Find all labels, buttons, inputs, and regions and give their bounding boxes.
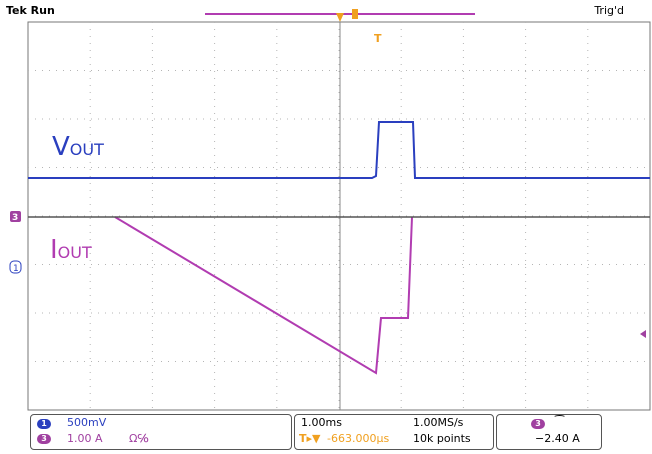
time-scale[interactable]: 1.00ms (301, 416, 342, 429)
trigger-position-icon: T▸▼ (299, 432, 321, 445)
rising-edge-icon: ⁀ (555, 415, 565, 428)
trigger-marker-icon: T (374, 32, 382, 45)
channel-settings-panel[interactable]: 1 500mV 3 1.00 A Ω℅ (30, 414, 292, 450)
ch1-ground-marker[interactable] (9, 260, 22, 274)
ch1-scale[interactable]: 500mV (67, 416, 107, 429)
record-length: 10k points (413, 432, 471, 445)
ch1-vout-trace (28, 121, 650, 179)
record-view-marker[interactable] (352, 9, 358, 19)
sample-rate: 1.00MS/s (413, 416, 464, 429)
acquisition-status: Tek Run (6, 4, 55, 17)
timebase-panel[interactable]: 1.00ms 1.00MS/s T▸▼ -663.000μs 10k point… (294, 414, 494, 450)
vout-label: VOUT (52, 132, 104, 162)
ch1-badge: 1 (37, 419, 51, 429)
ch1-ground-marker-label: 1 (13, 264, 19, 274)
ch3-impedance-icon: Ω℅ (129, 432, 149, 445)
trigger-level[interactable]: −2.40 A (535, 432, 580, 445)
trigger-level-marker-icon[interactable] (640, 330, 646, 338)
trigger-position-marker-icon[interactable] (336, 13, 344, 22)
ch3-ground-marker[interactable] (10, 211, 21, 222)
ch3-scale[interactable]: 1.00 A (67, 432, 103, 445)
horizontal-position[interactable]: -663.000μs (327, 432, 390, 445)
ch3-ground-marker-label: 3 (12, 213, 18, 223)
trigger-panel[interactable]: 3 ⁀ −2.40 A (496, 414, 602, 450)
iout-label: IOUT (50, 235, 92, 265)
grid-lines (28, 22, 650, 410)
ch3-iout-trace (114, 216, 413, 375)
ch3-badge: 3 (37, 434, 51, 444)
trigger-status: Trig'd (594, 4, 624, 17)
status-bar: Tek Run Trig'd (0, 0, 652, 22)
trigger-source-badge: 3 (531, 419, 545, 429)
